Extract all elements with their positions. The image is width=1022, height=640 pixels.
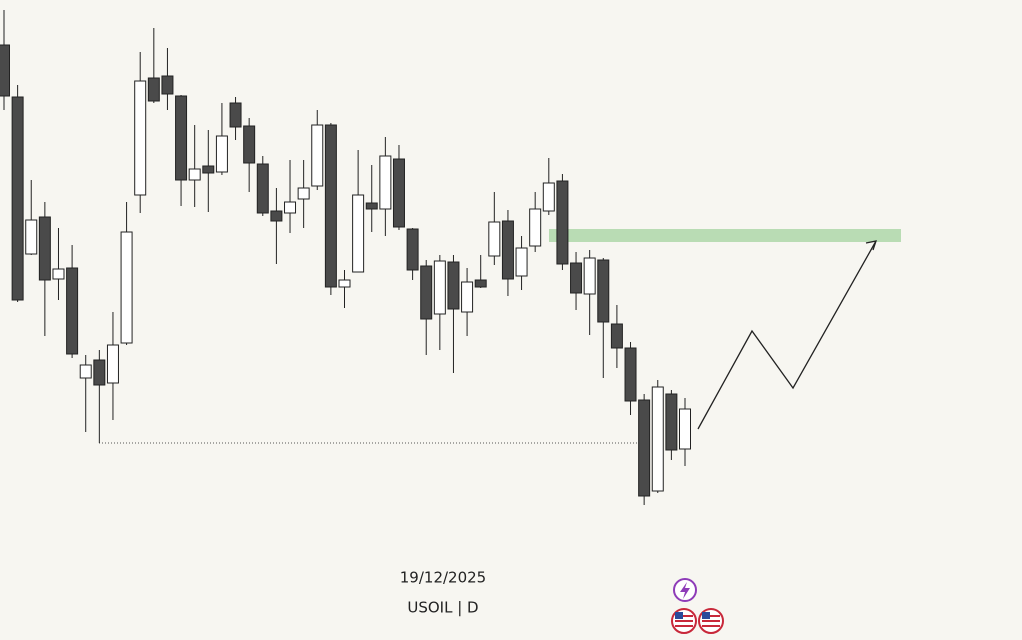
candle-body bbox=[202, 165, 215, 174]
candle-body bbox=[284, 201, 297, 214]
candle-body bbox=[93, 359, 106, 386]
candle-body bbox=[529, 208, 542, 247]
candle-body bbox=[638, 399, 651, 497]
candle-body bbox=[243, 125, 256, 164]
candle-body bbox=[474, 279, 487, 288]
candle-body bbox=[188, 168, 201, 181]
candle-body bbox=[597, 259, 610, 323]
candle-body bbox=[120, 231, 133, 344]
candle-body bbox=[420, 265, 433, 320]
candle-body bbox=[25, 219, 38, 255]
target-zone bbox=[549, 229, 901, 242]
candle-body bbox=[488, 221, 501, 257]
event-icon[interactable] bbox=[673, 578, 697, 602]
candle-body bbox=[52, 268, 65, 280]
candle-body bbox=[79, 364, 92, 379]
candle-body bbox=[461, 281, 474, 313]
candle-body bbox=[365, 202, 378, 210]
candle-body bbox=[256, 163, 269, 214]
candle-body bbox=[106, 344, 119, 384]
candle-body bbox=[542, 182, 555, 212]
candle-body bbox=[229, 102, 242, 128]
candles bbox=[0, 10, 691, 505]
candle-body bbox=[147, 77, 160, 102]
candle-body bbox=[406, 228, 419, 271]
candle-body bbox=[66, 267, 79, 355]
candle-body bbox=[679, 408, 691, 450]
projection-path bbox=[697, 240, 877, 430]
candle-body bbox=[447, 261, 460, 310]
candle-body bbox=[583, 257, 596, 295]
candle-body bbox=[433, 260, 446, 315]
candle-body bbox=[665, 393, 678, 451]
date-label: 19/12/2025 bbox=[400, 569, 486, 587]
us-flag-icon[interactable] bbox=[698, 608, 724, 634]
candle-body bbox=[297, 187, 310, 200]
candle-body bbox=[624, 347, 637, 402]
candle-body bbox=[134, 80, 147, 196]
candle-body bbox=[352, 194, 365, 273]
candle-body bbox=[501, 220, 514, 280]
candle-body bbox=[556, 180, 569, 265]
symbol-label: USOIL | D bbox=[407, 599, 478, 617]
projection-arrowhead bbox=[865, 240, 877, 251]
candle-body bbox=[11, 96, 24, 301]
candle-body bbox=[515, 247, 528, 277]
candle-body bbox=[0, 44, 10, 97]
candle-body bbox=[392, 158, 405, 228]
us-flag-icon[interactable] bbox=[671, 608, 697, 634]
candle-body bbox=[38, 216, 51, 281]
candle-body bbox=[270, 210, 283, 222]
candle-body bbox=[324, 124, 337, 288]
candle-body bbox=[610, 323, 623, 349]
candle-body bbox=[161, 75, 174, 95]
candle-body bbox=[570, 262, 583, 294]
candle-body bbox=[215, 135, 228, 173]
candle-body bbox=[651, 386, 664, 492]
candle-body bbox=[379, 155, 392, 210]
candle-body bbox=[311, 124, 324, 187]
candle-body bbox=[175, 95, 188, 181]
candle-body bbox=[338, 279, 351, 288]
